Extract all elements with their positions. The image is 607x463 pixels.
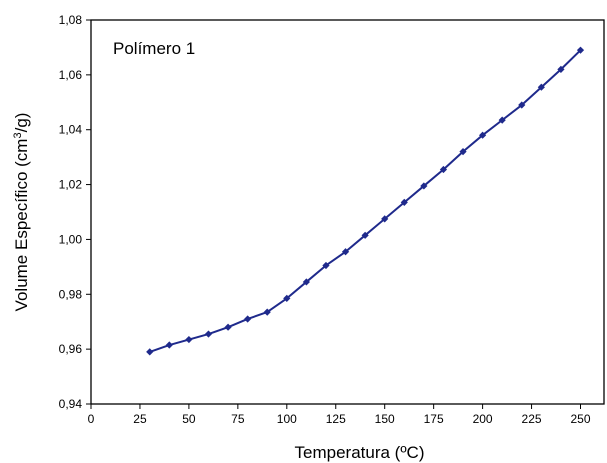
y-axis-title: Volume Específico (cm3/g) bbox=[12, 113, 31, 312]
data-point-marker bbox=[146, 348, 154, 356]
x-tick-label: 175 bbox=[424, 412, 444, 426]
x-axis-ticks: 0 25 50 75 100 125 150 175 200 225 250 bbox=[88, 404, 591, 426]
y-axis-title-unit: /g) bbox=[12, 113, 31, 133]
data-point-marker bbox=[283, 294, 291, 302]
data-point-marker bbox=[224, 323, 232, 331]
y-axis-ticks: 0,94 0,96 0,98 1,00 1,02 1,04 1,06 1,08 bbox=[59, 13, 91, 411]
plot-frame bbox=[90, 19, 605, 405]
y-axis-title-superscript: 3 bbox=[12, 132, 24, 138]
x-tick-label: 150 bbox=[375, 412, 395, 426]
x-tick-label: 125 bbox=[326, 412, 346, 426]
series-line bbox=[149, 49, 582, 353]
data-point-marker bbox=[479, 131, 487, 139]
data-point-marker bbox=[420, 182, 428, 190]
x-tick-label: 75 bbox=[231, 412, 245, 426]
data-point-marker bbox=[381, 215, 389, 223]
x-tick-label: 25 bbox=[133, 412, 147, 426]
y-tick-label: 1,02 bbox=[59, 178, 83, 192]
series-layer bbox=[146, 46, 585, 356]
data-point-marker bbox=[185, 335, 193, 344]
data-point-marker bbox=[322, 261, 330, 270]
data-point-marker bbox=[341, 248, 350, 256]
data-point-marker bbox=[459, 148, 467, 156]
data-point-marker bbox=[439, 165, 448, 174]
data-point-marker bbox=[263, 308, 271, 316]
y-tick-label: 0,94 bbox=[59, 397, 83, 411]
y-tick-label: 1,00 bbox=[59, 232, 83, 246]
y-tick-label: 0,98 bbox=[59, 287, 83, 301]
data-point-marker bbox=[576, 46, 585, 54]
data-point-marker bbox=[518, 101, 526, 109]
data-point-marker bbox=[302, 278, 310, 286]
y-tick-label: 1,04 bbox=[59, 123, 83, 137]
x-tick-label: 225 bbox=[522, 412, 542, 426]
data-point-marker bbox=[498, 116, 506, 124]
data-point-marker bbox=[537, 83, 545, 91]
y-tick-label: 1,06 bbox=[59, 68, 83, 82]
x-tick-label: 0 bbox=[88, 412, 95, 426]
chart-annotation: Polímero 1 bbox=[113, 39, 195, 58]
data-point-marker bbox=[361, 231, 369, 239]
x-tick-label: 100 bbox=[277, 412, 297, 426]
data-point-marker bbox=[204, 330, 213, 338]
x-axis-title: Temperatura (ºC) bbox=[295, 443, 425, 462]
y-tick-label: 1,08 bbox=[59, 13, 83, 27]
x-tick-label: 200 bbox=[473, 412, 493, 426]
y-axis-title-main: Volume Específico (cm bbox=[12, 139, 31, 312]
y-tick-label: 0,96 bbox=[59, 342, 83, 356]
data-point-marker bbox=[400, 198, 408, 206]
x-tick-label: 250 bbox=[570, 412, 590, 426]
data-point-marker bbox=[165, 341, 173, 349]
x-tick-label: 50 bbox=[182, 412, 196, 426]
data-point-marker bbox=[244, 315, 252, 323]
data-point-marker bbox=[557, 65, 565, 73]
